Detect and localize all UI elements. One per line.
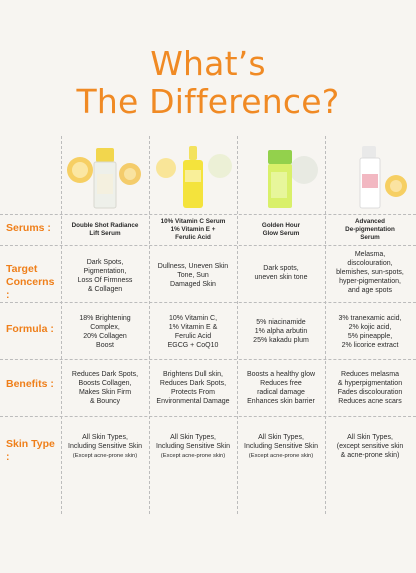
product-image-double-shot [62,140,148,212]
skin-type-cell: All Skin Types, Including Sensitive Skin [156,434,230,450]
divider [61,136,62,514]
row-label-concerns: Target Concerns : [6,263,55,301]
skin-type-cell: All Skin Types, (except sensitive skin &… [336,434,404,459]
title-line-2: The Difference? [76,82,340,121]
skin-type-cell: All Skin Types, Including Sensitive Skin [68,434,142,450]
concerns-cell: Melasma, discolouration, blemishes, sun-… [336,251,404,294]
divider [325,136,326,514]
divider [0,416,416,417]
row-label-benefits: Benefits : [6,378,54,390]
title-line-1: What’s [150,44,266,83]
divider [149,136,150,514]
concerns-cell: Dark spots, uneven skin tone [254,265,308,281]
skin-type-note: (Except acne-prone skin) [248,453,314,459]
product-image-golden-hour [238,140,324,212]
product-image-depigmentation [326,140,412,212]
benefits-cell: Brightens Dull skin, Reduces Dark Spots,… [156,371,230,405]
product-name: Double Shot Radiance Lift Serum [71,222,139,237]
divider [0,359,416,360]
formula-cell: 3% tranexamic acid, 2% kojic acid, 5% pi… [338,315,402,349]
product-name: 10% Vitamin C Serum 1% Vitamin E + Ferul… [160,218,226,241]
benefits-cell: Reduces Dark Spots, Boosts Collagen, Mak… [71,371,139,405]
formula-cell: 5% niacinamide 1% alpha arbutin 25% kaka… [253,319,309,344]
skin-type-cell: All Skin Types, Including Sensitive Skin [244,434,318,450]
divider [0,302,416,303]
skin-type-note: (Except acne-prone skin) [160,453,226,459]
row-label-serums: Serums : [6,222,51,234]
product-image-vitamin-c [150,140,236,212]
formula-cell: 18% Brightening Complex, 20% Collagen Bo… [79,315,131,349]
benefits-cell: Reduces melasma & hyperpigmentation Fade… [337,371,403,405]
skin-type-note: (Except acne-prone skin) [72,453,138,459]
benefits-cell: Boosts a healthy glow Reduces free radic… [246,371,316,405]
divider [0,245,416,246]
concerns-cell: Dullness, Uneven Skin Tone, Sun Damaged … [157,263,229,288]
formula-cell: 10% Vitamin C, 1% Vitamin E & Ferulic Ac… [167,315,219,349]
product-name: Advanced De-pigmentation Serum [345,218,395,241]
row-label-skin-type: Skin Type : [6,438,55,463]
concerns-cell: Dark Spots, Pigmentation, Loss Of Firmne… [77,259,133,293]
row-label-formula: Formula : [6,323,54,335]
divider [0,214,416,215]
divider [237,136,238,514]
product-name: Golden Hour Glow Serum [261,222,301,237]
